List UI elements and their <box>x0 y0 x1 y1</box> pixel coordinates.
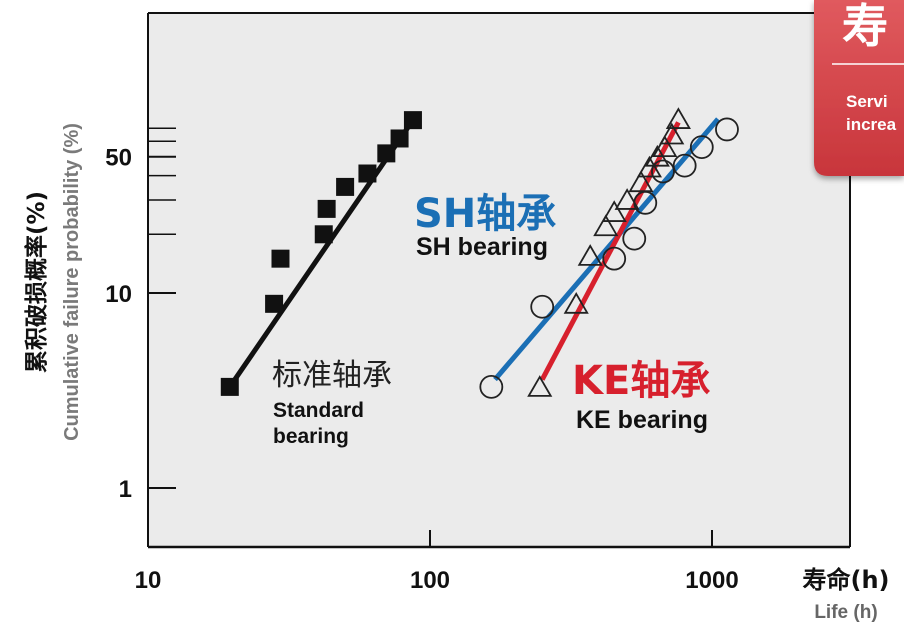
marker-circle <box>602 246 627 271</box>
annotation-sh-cn: SH轴承 <box>414 191 556 237</box>
marker-triangle <box>527 375 553 397</box>
data-markers <box>220 107 739 399</box>
fit-line-series-1 <box>493 117 720 382</box>
badge-background <box>814 0 904 176</box>
marker-circle <box>715 117 739 142</box>
marker-square <box>271 249 290 268</box>
x-tick-label: 1000 <box>685 567 738 594</box>
marker-triangle <box>577 244 603 266</box>
marker-triangle <box>665 107 691 129</box>
fit-line-series-0 <box>227 118 416 389</box>
marker-square <box>358 164 377 183</box>
marker-square <box>220 377 239 396</box>
y-tick-label: 1 <box>119 476 132 503</box>
badge-title: 寿 <box>842 0 888 53</box>
marker-square <box>265 294 284 313</box>
marker-triangle <box>659 122 685 145</box>
feature-badge: 寿 Servi increa <box>814 0 904 176</box>
marker-triangle <box>601 200 627 222</box>
y-tick-label: 50 <box>105 145 132 172</box>
badge-line-2: increa <box>846 115 897 134</box>
marker-triangle <box>652 135 678 158</box>
plot-area <box>148 13 850 547</box>
y-tick-label: 10 <box>105 281 132 308</box>
x-tick-label: 100 <box>410 567 450 594</box>
y-ticks: 1 10 50 <box>105 127 176 503</box>
annotation-ke-cn: KE轴承 <box>572 358 710 404</box>
marker-triangle <box>563 292 589 314</box>
marker-triangle <box>628 170 654 193</box>
badge-line-1: Servi <box>846 92 888 111</box>
marker-triangle <box>636 155 662 178</box>
annotation-standard-cn: 标准轴承 <box>272 358 392 393</box>
marker-circle <box>672 153 697 178</box>
marker-circle <box>622 226 647 251</box>
y-axis-title-cn: 累积破损概率(%) <box>23 191 50 373</box>
marker-square <box>314 225 333 244</box>
x-axis-title-cn: 寿命(h) <box>802 566 889 594</box>
annotation-ke-en: KE bearing <box>576 406 708 434</box>
y-axis-title-en: Cumulative failure probability (%) <box>61 123 83 441</box>
marker-circle <box>479 374 504 399</box>
marker-circle <box>530 294 555 319</box>
marker-square <box>317 199 336 218</box>
marker-square <box>390 129 409 148</box>
marker-square <box>336 177 355 196</box>
marker-square <box>377 144 396 163</box>
annotation-standard-en-line2: bearing <box>273 425 349 448</box>
marker-circle <box>651 159 675 184</box>
annotation-standard-en-line1: Standard <box>273 399 364 422</box>
x-tick-label: 10 <box>135 567 162 594</box>
x-axis-title-en: Life (h) <box>814 602 877 623</box>
annotation-sh-en: SH bearing <box>416 233 548 261</box>
marker-triangle <box>593 214 619 237</box>
marker-circle <box>689 135 714 160</box>
marker-triangle <box>614 188 640 210</box>
x-ticks: 10 100 1000 <box>135 530 739 594</box>
marker-square <box>403 111 422 130</box>
